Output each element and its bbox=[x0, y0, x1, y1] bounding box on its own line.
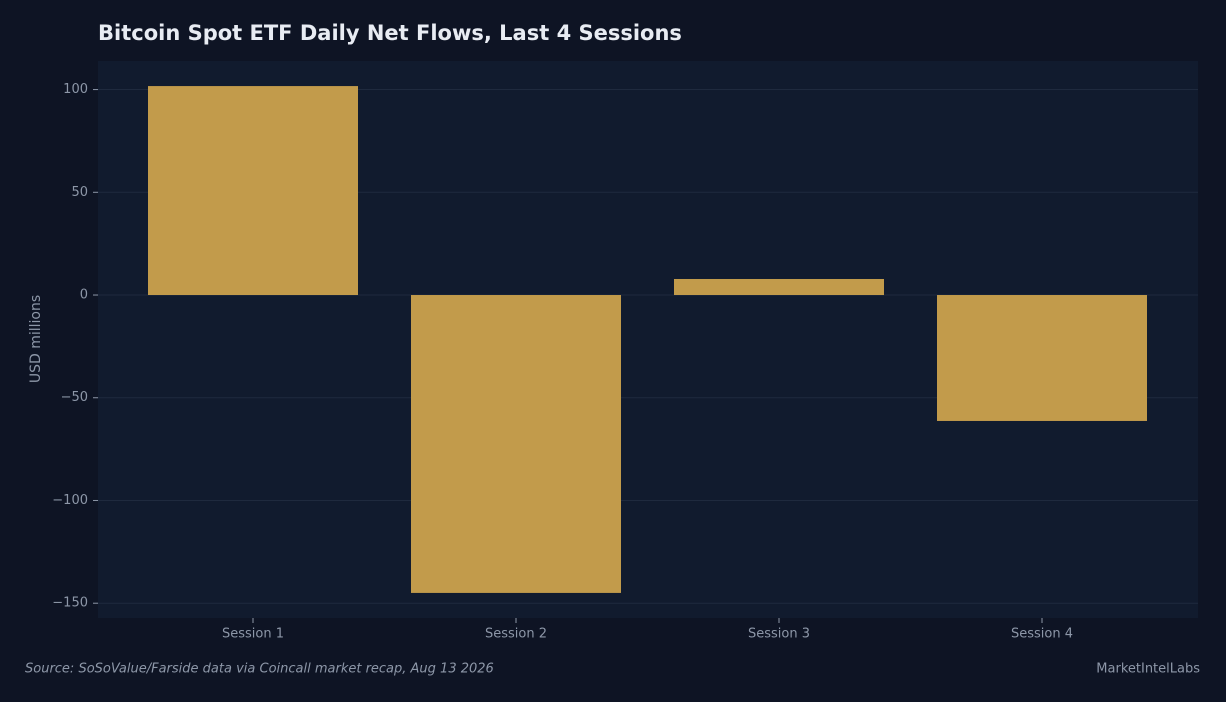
source-note: Source: SoSoValue/Farside data via Coinc… bbox=[25, 662, 494, 677]
y-tick-label: −150 bbox=[52, 596, 88, 611]
y-tick-label: −50 bbox=[61, 390, 88, 405]
y-tick-label: −100 bbox=[52, 493, 88, 508]
bar bbox=[411, 295, 621, 593]
bar bbox=[937, 295, 1147, 421]
bar bbox=[674, 278, 884, 296]
x-tick-label: Session 1 bbox=[222, 627, 284, 642]
y-tick-label: 100 bbox=[63, 82, 88, 97]
x-tick-label: Session 4 bbox=[1011, 627, 1073, 642]
x-tick-label: Session 2 bbox=[485, 627, 547, 642]
x-tick-label: Session 3 bbox=[748, 627, 810, 642]
y-axis-label: USD millions bbox=[28, 295, 44, 383]
bar bbox=[148, 86, 358, 296]
y-tick-label: 0 bbox=[80, 288, 88, 303]
chart-title: Bitcoin Spot ETF Daily Net Flows, Last 4… bbox=[98, 21, 682, 45]
brand: MarketIntelLabs bbox=[1096, 662, 1200, 677]
y-tick-label: 50 bbox=[71, 185, 88, 200]
